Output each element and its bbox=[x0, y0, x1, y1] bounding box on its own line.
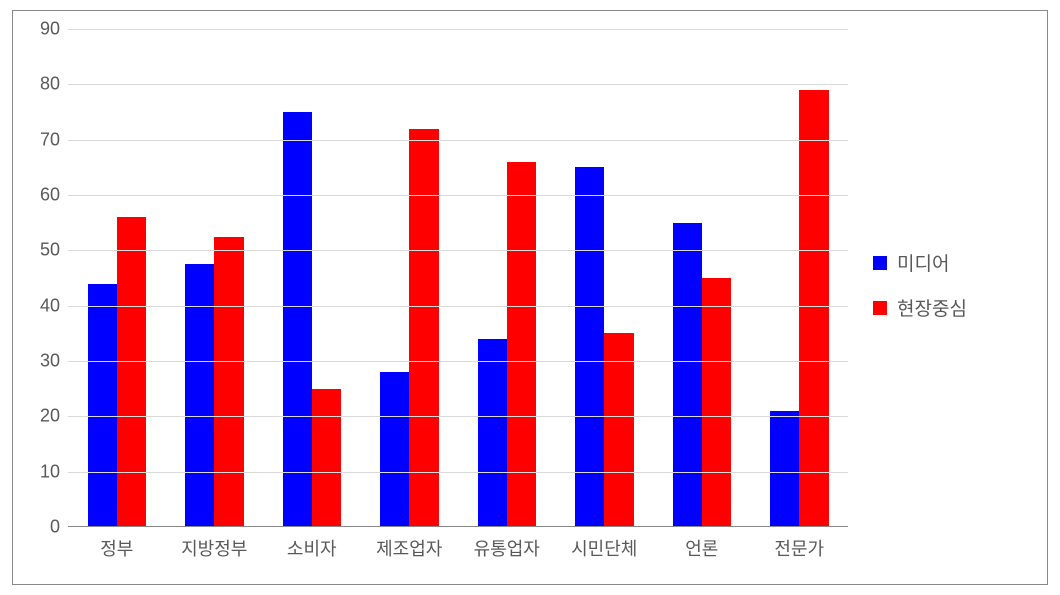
bar-미디어 bbox=[283, 112, 312, 527]
legend-swatch bbox=[873, 301, 887, 315]
bar-현장중심 bbox=[799, 90, 828, 527]
bar-현장중심 bbox=[312, 389, 341, 527]
gridline bbox=[68, 140, 848, 141]
x-category-label: 소비자 bbox=[287, 535, 337, 561]
y-tick-label: 20 bbox=[40, 406, 60, 427]
y-tick-label: 30 bbox=[40, 351, 60, 372]
x-category-label: 제조업자 bbox=[376, 535, 442, 561]
y-tick-label: 40 bbox=[40, 295, 60, 316]
y-tick-label: 80 bbox=[40, 74, 60, 95]
x-axis-line bbox=[68, 526, 848, 527]
gridline bbox=[68, 195, 848, 196]
y-tick-label: 70 bbox=[40, 129, 60, 150]
gridline bbox=[68, 84, 848, 85]
x-category-label: 언론 bbox=[685, 535, 718, 561]
bar-미디어 bbox=[575, 167, 604, 527]
gridline bbox=[68, 361, 848, 362]
legend-label: 현장중심 bbox=[897, 294, 967, 321]
bar-현장중심 bbox=[604, 333, 633, 527]
x-category-label: 시민단체 bbox=[571, 535, 637, 561]
x-category-label: 지방정부 bbox=[181, 535, 247, 561]
bar-현장중심 bbox=[702, 278, 731, 527]
legend-swatch bbox=[873, 256, 887, 270]
gridline bbox=[68, 250, 848, 251]
legend-item: 미디어 bbox=[873, 249, 967, 276]
bar-미디어 bbox=[478, 339, 507, 527]
chart-container: 0 10 20 30 40 50 60 70 80 90 정부 지방정부 소비자 제조업자 유통업자 시민단체… bbox=[12, 10, 1048, 585]
bar-미디어 bbox=[770, 411, 799, 527]
gridline bbox=[68, 472, 848, 473]
bar-현장중심 bbox=[117, 217, 146, 527]
gridline bbox=[68, 29, 848, 30]
bar-미디어 bbox=[380, 372, 409, 527]
legend: 미디어현장중심 bbox=[873, 249, 967, 339]
y-tick-label: 60 bbox=[40, 185, 60, 206]
x-category-label: 정부 bbox=[100, 535, 133, 561]
bar-현장중심 bbox=[409, 129, 438, 527]
bar-미디어 bbox=[185, 264, 214, 527]
bar-미디어 bbox=[673, 223, 702, 527]
x-category-label: 유통업자 bbox=[474, 535, 540, 561]
y-tick-label: 90 bbox=[40, 19, 60, 40]
legend-label: 미디어 bbox=[897, 249, 949, 276]
y-tick-label: 50 bbox=[40, 240, 60, 261]
gridline bbox=[68, 416, 848, 417]
gridline bbox=[68, 306, 848, 307]
y-tick-label: 0 bbox=[50, 517, 60, 538]
legend-item: 현장중심 bbox=[873, 294, 967, 321]
x-category-label: 전문가 bbox=[774, 535, 824, 561]
bar-현장중심 bbox=[214, 237, 243, 528]
plot-area: 0102030405060708090정부지방정부소비자제조업자유통업자시민단체… bbox=[68, 29, 848, 527]
y-tick-label: 10 bbox=[40, 461, 60, 482]
bar-미디어 bbox=[88, 284, 117, 527]
bars-layer bbox=[68, 29, 848, 527]
